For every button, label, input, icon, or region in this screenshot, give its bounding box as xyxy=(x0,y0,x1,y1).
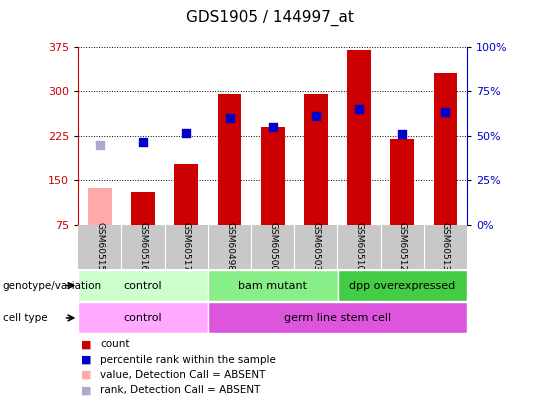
Bar xyxy=(208,270,338,301)
Text: GSM60517: GSM60517 xyxy=(182,222,191,272)
Text: GSM60512: GSM60512 xyxy=(398,222,407,272)
Point xyxy=(355,106,363,112)
Point xyxy=(139,139,147,145)
Text: ■: ■ xyxy=(81,339,91,349)
Bar xyxy=(347,49,371,225)
Text: GSM60498: GSM60498 xyxy=(225,222,234,272)
Point xyxy=(96,141,104,148)
Text: ■: ■ xyxy=(81,370,91,380)
Point xyxy=(312,113,320,119)
Text: ■: ■ xyxy=(81,355,91,364)
Text: genotype/variation: genotype/variation xyxy=(3,281,102,290)
Text: GSM60513: GSM60513 xyxy=(441,222,450,272)
Text: GSM60503: GSM60503 xyxy=(312,222,320,272)
Point xyxy=(398,131,407,137)
Bar xyxy=(174,164,198,225)
Bar xyxy=(208,303,467,333)
Text: GSM60510: GSM60510 xyxy=(355,222,363,272)
Point xyxy=(182,130,191,136)
Bar xyxy=(304,94,328,225)
Text: rank, Detection Call = ABSENT: rank, Detection Call = ABSENT xyxy=(100,386,260,395)
Text: count: count xyxy=(100,339,130,349)
Bar xyxy=(88,188,112,225)
Bar xyxy=(338,270,467,301)
Bar xyxy=(131,192,155,225)
Text: GSM60516: GSM60516 xyxy=(139,222,147,272)
Text: cell type: cell type xyxy=(3,313,48,323)
Text: value, Detection Call = ABSENT: value, Detection Call = ABSENT xyxy=(100,370,265,380)
Bar xyxy=(390,139,414,225)
Text: GDS1905 / 144997_at: GDS1905 / 144997_at xyxy=(186,10,354,26)
Text: dpp overexpressed: dpp overexpressed xyxy=(349,281,455,290)
Text: percentile rank within the sample: percentile rank within the sample xyxy=(100,355,276,364)
Text: germ line stem cell: germ line stem cell xyxy=(284,313,391,323)
Bar xyxy=(78,270,208,301)
Text: ■: ■ xyxy=(81,386,91,395)
Bar xyxy=(261,127,285,225)
Point xyxy=(441,109,450,115)
Text: GSM60500: GSM60500 xyxy=(268,222,277,272)
Text: GSM60515: GSM60515 xyxy=(96,222,104,272)
Bar xyxy=(78,303,208,333)
Text: control: control xyxy=(124,313,163,323)
Text: control: control xyxy=(124,281,163,290)
Bar xyxy=(434,73,457,225)
Point xyxy=(268,124,277,130)
Bar xyxy=(218,94,241,225)
Text: bam mutant: bam mutant xyxy=(238,281,307,290)
Point xyxy=(225,115,234,121)
